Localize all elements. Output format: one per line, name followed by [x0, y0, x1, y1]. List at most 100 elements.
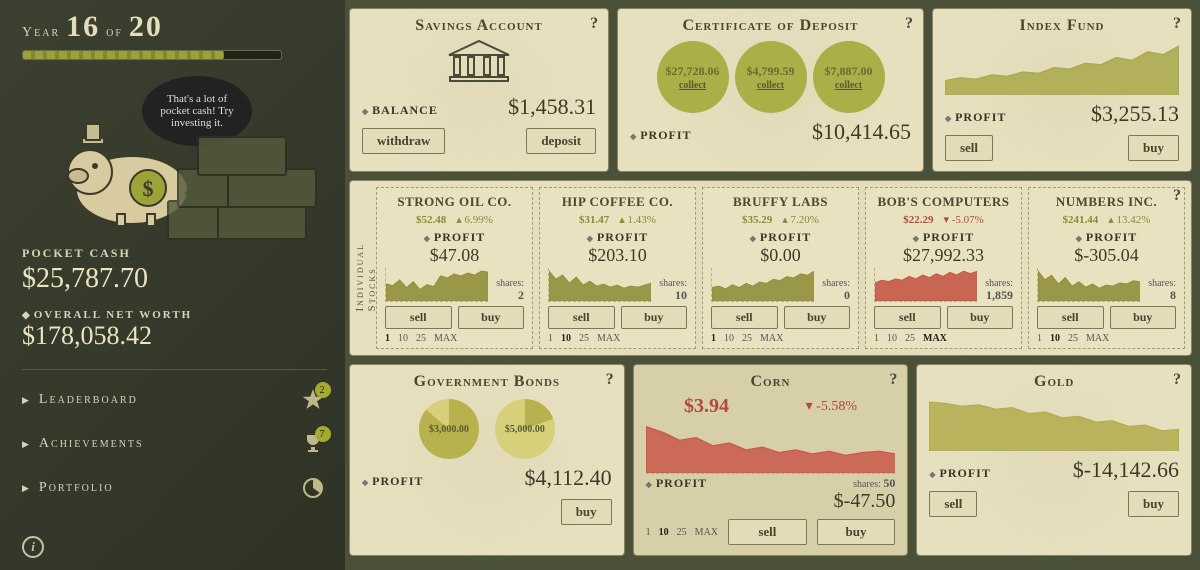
- menu-achievements[interactable]: ▶Achievements 7: [22, 422, 327, 466]
- qty-option[interactable]: 25: [742, 333, 752, 344]
- corn-shares: shares: 50: [834, 477, 896, 490]
- cd-item[interactable]: $7,887.00collect: [813, 41, 885, 113]
- bond-pie[interactable]: $5,000.00: [495, 399, 555, 459]
- qty-option[interactable]: 25: [579, 333, 589, 344]
- qty-option[interactable]: 10: [724, 333, 734, 344]
- year-current: 16: [66, 10, 100, 44]
- qty-option[interactable]: 1: [385, 333, 390, 344]
- row-investments: ? Savings Account BALANCE $1,458.31 with…: [349, 8, 1192, 172]
- stock-profit: $-305.04: [1074, 245, 1139, 266]
- menu-leaderboard[interactable]: ▶Leaderboard 2: [22, 378, 327, 422]
- profit-label: PROFIT: [929, 466, 991, 481]
- qty-option[interactable]: 10: [561, 333, 571, 344]
- buy-button[interactable]: buy: [621, 306, 688, 329]
- help-icon[interactable]: ?: [1173, 15, 1181, 33]
- buy-button[interactable]: buy: [784, 306, 851, 329]
- buy-button[interactable]: buy: [817, 519, 896, 545]
- buy-button[interactable]: buy: [458, 306, 525, 329]
- gold-profit: $-14,142.66: [1073, 457, 1179, 483]
- qty-option[interactable]: 10: [398, 333, 408, 344]
- buy-button[interactable]: buy: [1110, 306, 1177, 329]
- qty-option[interactable]: 1: [874, 333, 879, 344]
- year-of: of: [106, 25, 123, 41]
- bank-icon: [362, 39, 596, 88]
- sell-button[interactable]: sell: [945, 135, 993, 161]
- buy-button[interactable]: buy: [1128, 135, 1179, 161]
- year-indicator: Year 16 of 20: [22, 10, 327, 44]
- qty-row[interactable]: 1 10 25 MAX: [711, 333, 850, 344]
- divider: [22, 369, 327, 370]
- cd-profit: $10,414.65: [812, 119, 911, 145]
- qty-option[interactable]: 25: [905, 333, 915, 344]
- stock-profit: $27,992.33: [903, 245, 984, 266]
- profit-label: PROFIT: [750, 230, 812, 245]
- qty-row[interactable]: 1 10 25 MAX: [874, 333, 1013, 344]
- sidebar: Year 16 of 20 That's a lot of pocket cas…: [0, 0, 345, 570]
- withdraw-button[interactable]: withdraw: [362, 128, 445, 154]
- stock-shares: shares:10: [659, 278, 687, 302]
- qty-option[interactable]: 25: [677, 527, 687, 538]
- stock-price: $52.48: [416, 214, 446, 226]
- sell-button[interactable]: sell: [728, 519, 807, 545]
- stock-name: STRONG OIL CO.: [385, 194, 524, 210]
- qty-row[interactable]: 1 10 25 MAX: [385, 333, 524, 344]
- stock-chart: [874, 268, 977, 302]
- sell-button[interactable]: sell: [1037, 306, 1104, 329]
- sell-button[interactable]: sell: [548, 306, 615, 329]
- qty-option[interactable]: MAX: [695, 527, 718, 538]
- qty-option[interactable]: MAX: [760, 333, 783, 344]
- stock-shares: shares:0: [822, 278, 850, 302]
- info-button[interactable]: i: [22, 536, 44, 558]
- qty-option[interactable]: 1: [711, 333, 716, 344]
- corn-card: ? Corn $3.94 ▾ -5.58% PROFIT shares: 50 …: [633, 364, 909, 556]
- buy-button[interactable]: buy: [1128, 491, 1179, 517]
- qty-row[interactable]: 1 10 25 MAX: [1037, 333, 1176, 344]
- gold-chart: [929, 397, 1179, 451]
- help-icon[interactable]: ?: [590, 15, 598, 33]
- help-icon[interactable]: ?: [1173, 187, 1181, 205]
- menu-portfolio[interactable]: ▶Portfolio: [22, 466, 327, 510]
- balance-label: BALANCE: [362, 103, 438, 118]
- help-icon[interactable]: ?: [1173, 371, 1181, 389]
- qty-option[interactable]: MAX: [1086, 333, 1109, 344]
- qty-option[interactable]: MAX: [434, 333, 457, 344]
- stock-name: BRUFFY LABS: [711, 194, 850, 210]
- corn-qty[interactable]: 1 10 25 MAX: [646, 527, 718, 538]
- bonds-title: Government Bonds: [362, 373, 612, 391]
- year-total: 20: [129, 10, 163, 44]
- stock-item: BRUFFY LABS$35.29▴ 7.20%PROFIT$0.00share…: [702, 187, 859, 349]
- buy-button[interactable]: buy: [561, 499, 612, 525]
- stock-delta: ▾ -5.07%: [943, 213, 983, 226]
- cd-title: Certificate of Deposit: [630, 17, 911, 35]
- sell-button[interactable]: sell: [874, 306, 941, 329]
- qty-option[interactable]: MAX: [597, 333, 620, 344]
- buy-button[interactable]: buy: [947, 306, 1014, 329]
- help-icon[interactable]: ?: [606, 371, 614, 389]
- sell-button[interactable]: sell: [929, 491, 977, 517]
- cd-item[interactable]: $27,728.06collect: [657, 41, 729, 113]
- help-icon[interactable]: ?: [889, 371, 897, 389]
- piechart-icon: [299, 474, 327, 502]
- sell-button[interactable]: sell: [711, 306, 778, 329]
- index-chart: [945, 41, 1179, 95]
- qty-option[interactable]: 1: [548, 333, 553, 344]
- gold-card: ? Gold PROFIT $-14,142.66 sell buy: [916, 364, 1192, 556]
- deposit-button[interactable]: deposit: [526, 128, 596, 154]
- qty-option[interactable]: 25: [1068, 333, 1078, 344]
- stock-name: NUMBERS INC.: [1037, 194, 1176, 210]
- qty-option[interactable]: 10: [659, 527, 669, 538]
- bond-pie[interactable]: $3,000.00: [419, 399, 479, 459]
- cd-item[interactable]: $4,799.59collect: [735, 41, 807, 113]
- help-icon[interactable]: ?: [905, 15, 913, 33]
- qty-option[interactable]: 1: [1037, 333, 1042, 344]
- qty-option[interactable]: MAX: [923, 333, 947, 344]
- stock-price: $22.29: [903, 214, 933, 226]
- qty-row[interactable]: 1 10 25 MAX: [548, 333, 687, 344]
- qty-option[interactable]: 10: [1050, 333, 1060, 344]
- qty-option[interactable]: 1: [646, 527, 651, 538]
- stock-shares: shares:2: [496, 278, 524, 302]
- qty-option[interactable]: 25: [416, 333, 426, 344]
- sell-button[interactable]: sell: [385, 306, 452, 329]
- qty-option[interactable]: 10: [887, 333, 897, 344]
- stock-profit: $0.00: [760, 245, 801, 266]
